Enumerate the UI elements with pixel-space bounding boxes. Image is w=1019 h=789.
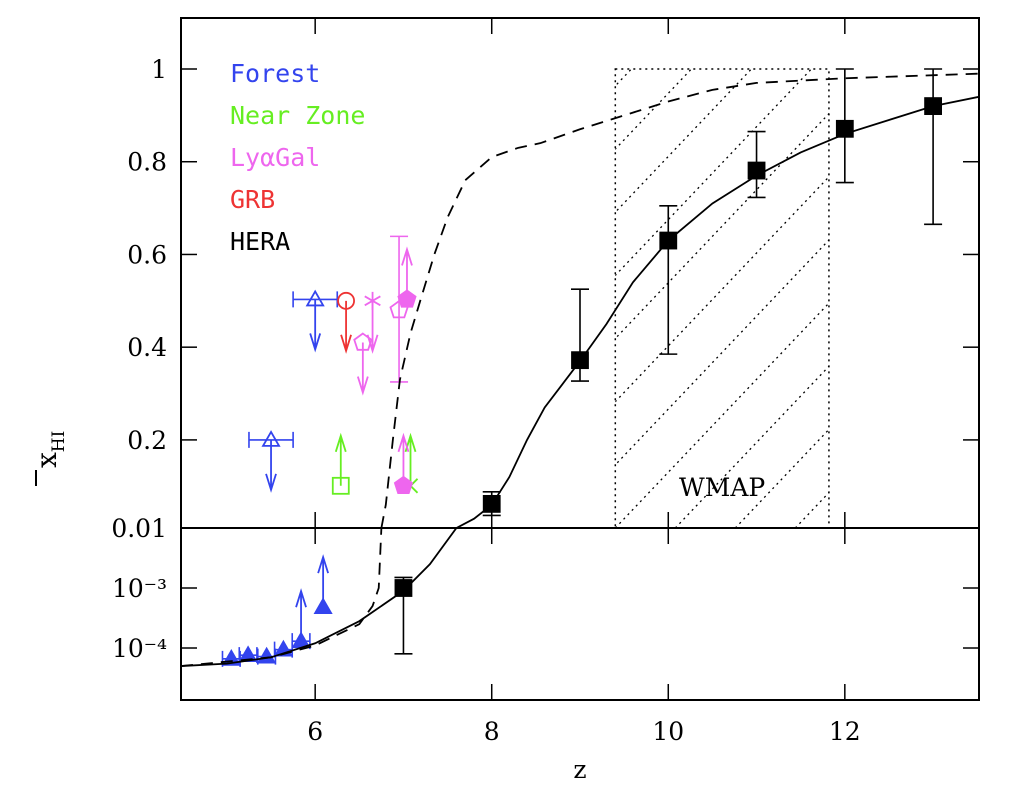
marker <box>337 291 355 310</box>
model-line <box>455 95 979 528</box>
limit-arrow <box>309 299 322 353</box>
marker <box>364 291 381 310</box>
panel <box>15 68 1019 528</box>
hatch-line <box>615 302 829 528</box>
x-tick-label: 8 <box>484 717 500 746</box>
hatch-line <box>615 69 752 214</box>
hatch-line <box>615 175 829 403</box>
legend-entry: LyαGal <box>230 143 320 172</box>
marker <box>331 476 350 495</box>
y-tick-label: 0.2 <box>127 426 167 455</box>
y-axis-label-main: x <box>30 452 63 468</box>
legend-entry: Near Zone <box>230 101 365 130</box>
hatch-line <box>915 69 1019 528</box>
hatch-line <box>615 69 812 277</box>
legend-entry: GRB <box>230 185 275 214</box>
hatch-line <box>15 69 451 528</box>
hatch-line <box>674 365 829 528</box>
hatch-line <box>615 239 829 466</box>
frame <box>180 17 980 701</box>
error-bar <box>390 235 409 383</box>
marker <box>397 289 417 308</box>
y-tick-label: 10⁻³ <box>112 574 167 603</box>
error-bar <box>924 68 943 226</box>
hatch-line <box>615 112 829 340</box>
marker <box>257 646 277 664</box>
y-axis-label-subscript: HI <box>49 431 69 453</box>
hatch-line <box>615 69 692 150</box>
hatch-line <box>975 69 1019 528</box>
panel <box>181 528 458 667</box>
hatch-line <box>855 69 1019 528</box>
legend-entry: HERA <box>230 227 290 256</box>
marker <box>313 597 333 615</box>
y-axis-label: xHI <box>30 431 69 468</box>
region <box>614 68 830 528</box>
marker <box>305 289 325 307</box>
x-error-bar <box>248 431 294 448</box>
y-tick-label: 10⁻⁴ <box>112 634 167 663</box>
model-line <box>181 528 383 667</box>
y-tick-label: 1 <box>151 55 167 84</box>
marker <box>394 579 413 597</box>
marker <box>353 332 373 351</box>
x-tick-label: 10 <box>652 717 684 746</box>
error-bar <box>659 204 678 355</box>
model-line <box>380 72 979 528</box>
legend-entry: Forest <box>230 59 320 88</box>
hatch-line <box>734 428 829 528</box>
x-tick-label: 12 <box>829 717 861 746</box>
x-axis-label: z <box>573 755 586 784</box>
limit-arrow <box>265 439 277 493</box>
y-tick-label: 0.8 <box>127 148 167 177</box>
x-error-bar <box>292 291 339 308</box>
marker <box>261 430 281 447</box>
y-tick-label: 0.01 <box>111 514 167 543</box>
y-tick-label: 0.6 <box>127 240 167 269</box>
region-label: WMAP <box>679 473 765 502</box>
y-tick-label: 0.4 <box>127 333 167 362</box>
limit-arrow <box>356 342 369 396</box>
model-line <box>181 528 458 667</box>
marker <box>393 475 414 494</box>
x-tick-label: 6 <box>307 717 323 746</box>
